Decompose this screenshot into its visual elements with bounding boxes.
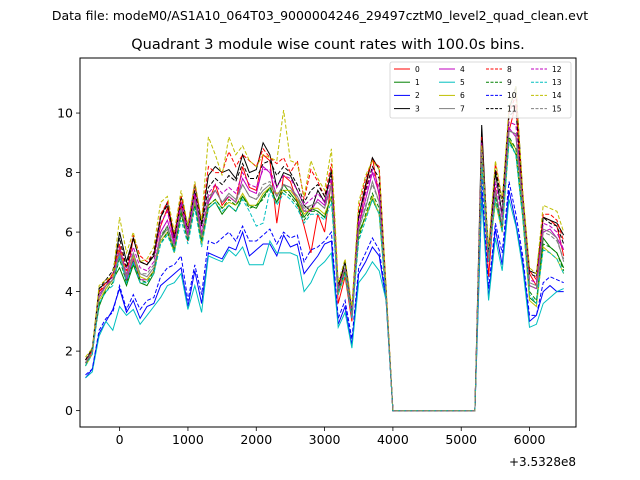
x-tick-label: 0 (116, 432, 124, 447)
y-tick-label: 10 (57, 106, 73, 121)
y-tick-label: 8 (65, 165, 73, 180)
y-axis: 0 2 4 6 8 10 (57, 106, 80, 418)
legend-label-12: 12 (552, 65, 562, 74)
legend-label-9: 9 (507, 78, 512, 87)
series-line-6 (85, 138, 565, 412)
chart-title: Quadrant 3 module wise count rates with … (131, 37, 525, 53)
suptitle: Data file: modeM0/AS1A10_064T03_90000042… (52, 8, 588, 23)
legend-label-15: 15 (552, 104, 562, 113)
y-tick-label: 6 (65, 225, 73, 240)
x-tick-label: 4000 (377, 432, 409, 447)
legend-label-1: 1 (415, 78, 420, 87)
legend-label-10: 10 (507, 91, 517, 100)
x-tick-label: 6000 (514, 432, 546, 447)
series-line-12 (85, 121, 565, 412)
series-line-15 (85, 130, 565, 412)
legend-label-0: 0 (415, 65, 420, 74)
x-tick-label: 2000 (240, 432, 272, 447)
legend-label-13: 13 (552, 78, 562, 87)
x-tick-label: 5000 (445, 432, 477, 447)
series-line-14 (85, 86, 565, 412)
series-line-13 (85, 141, 565, 412)
legend-label-8: 8 (507, 65, 512, 74)
legend-box (389, 61, 572, 119)
series-layer (85, 86, 565, 412)
x-tick-label: 3000 (309, 432, 341, 447)
legend-label-4: 4 (460, 65, 465, 74)
x-offset-label: +3.5328e8 (509, 455, 576, 469)
plot-frame (79, 57, 577, 428)
legend-label-5: 5 (460, 78, 465, 87)
x-tick-label: 1000 (172, 432, 204, 447)
legend-label-11: 11 (507, 104, 517, 113)
legend-label-14: 14 (552, 91, 562, 100)
legend-label-7: 7 (460, 104, 465, 113)
y-tick-label: 4 (65, 284, 73, 299)
x-axis: 0 1000 2000 3000 4000 5000 6000 (116, 427, 546, 447)
series-line-5 (85, 199, 564, 412)
series-line-1 (85, 137, 565, 412)
series-line-10 (85, 178, 564, 412)
y-tick-label: 0 (65, 403, 73, 418)
y-tick-label: 2 (65, 344, 73, 359)
legend-label-3: 3 (415, 104, 420, 113)
legend-label-6: 6 (460, 91, 465, 100)
legend-label-2: 2 (415, 91, 420, 100)
